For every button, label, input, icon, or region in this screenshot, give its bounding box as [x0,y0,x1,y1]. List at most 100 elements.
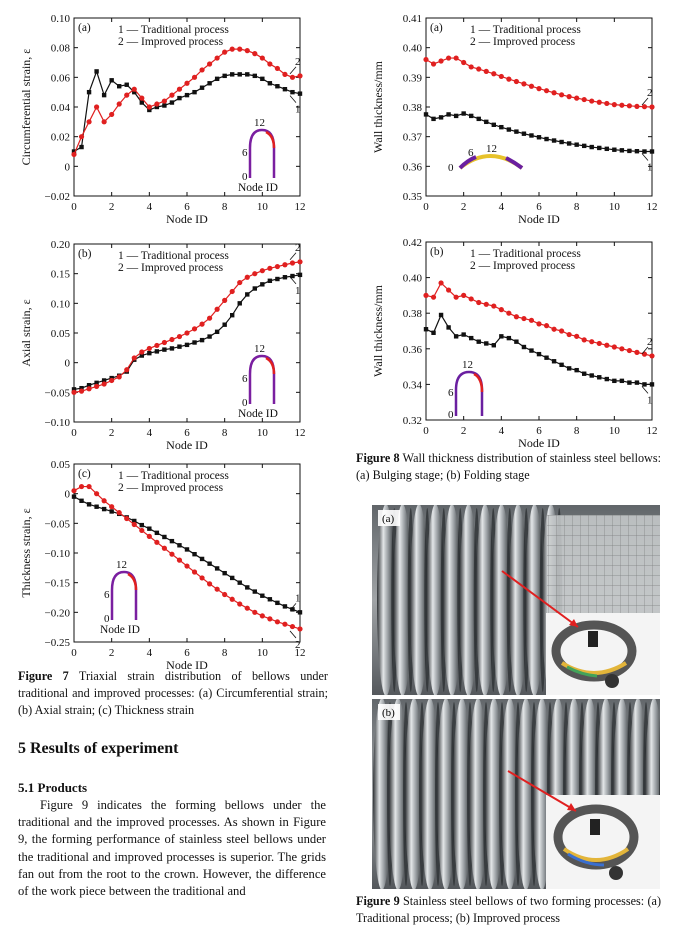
data-point [649,382,655,387]
data-point [430,294,437,300]
data-point [124,82,129,87]
figure8-caption-text: Wall thickness distribution of stainless… [356,451,661,482]
data-point [71,387,77,392]
bellows-ring [453,698,471,890]
data-point [627,148,632,154]
data-point [649,353,655,359]
figure7-caption-text: Triaxial strain distribution of bellows … [18,669,328,717]
data-point [604,146,609,152]
x-tick-label: 12 [295,201,306,213]
data-point [169,100,175,105]
data-point [282,621,288,627]
data-point [297,610,303,615]
y-tick-label: −0.05 [45,518,71,530]
series-end-label: 1 [647,162,653,174]
data-point [192,551,197,557]
data-point [154,101,160,107]
data-point [184,563,190,569]
data-point [528,317,535,323]
bellows-ring [405,698,423,890]
data-point [634,349,640,355]
data-point [634,380,640,385]
data-point [252,286,257,291]
x-axis-label: Node ID [518,212,560,226]
series-end-leader [289,66,297,75]
data-point [476,339,481,344]
data-point [431,116,436,122]
y-tick-label: 0.02 [51,132,70,144]
data-point [169,346,175,351]
data-point [498,73,504,80]
data-point [468,296,474,302]
data-point [131,86,137,92]
inset-label-6: 6 [242,147,248,159]
data-point [192,340,197,345]
inset-profile: 0 6 12 [448,143,524,174]
data-point [469,335,474,341]
data-point [176,557,183,563]
data-point [289,74,296,80]
data-point [169,336,175,343]
x-tick-label: 4 [499,425,505,437]
data-point [94,491,100,497]
data-point [423,327,429,332]
data-point [566,141,572,146]
data-point [521,315,527,322]
data-point [109,509,114,514]
inset-label-0: 0 [242,397,248,409]
data-point [154,342,160,349]
data-point [506,127,512,132]
series-end-leader [641,153,649,161]
inset-label-6: 6 [242,373,248,385]
data-point [282,262,288,268]
x-tick-label: 8 [574,201,580,213]
bellows-ring [426,504,445,696]
data-point [290,607,295,612]
y-axis-label: Axial strain, ε [19,299,33,366]
bellows-ring [485,698,503,890]
x-tick-label: 0 [423,425,429,437]
y-tick-label: 0.05 [51,459,71,471]
figure9-label: Figure 9 [356,894,400,908]
data-point [461,59,467,66]
y-tick-label: 0.32 [403,415,422,427]
data-point [289,623,296,630]
data-point [94,69,99,74]
inset-curve-highlight [265,356,276,375]
data-point [297,626,303,632]
data-point [78,483,85,490]
inset-label-12: 12 [486,143,497,155]
x-tick-label: 12 [647,425,658,437]
data-point [139,100,144,105]
data-point [642,149,647,154]
data-point [162,103,167,108]
data-point [207,315,213,321]
data-point [274,65,280,72]
data-point [230,575,235,581]
data-point [237,72,242,77]
data-point [154,349,160,354]
data-point [86,483,92,490]
data-point [139,353,144,358]
bellows-ring [517,698,535,890]
y-tick-label: −0.20 [45,607,71,619]
data-point [491,71,497,77]
data-point [169,538,175,544]
data-point [131,355,137,361]
data-point [222,570,227,576]
y-tick-label: 0.06 [51,72,71,84]
data-point [184,92,190,98]
x-tick-label: 8 [222,427,228,439]
series-end-leader [289,603,297,611]
data-point [529,133,534,138]
data-point [131,521,137,528]
data-point [237,580,242,585]
panel-label: (a) [78,22,91,34]
data-point [207,81,212,86]
data-point [79,144,84,150]
data-point [589,373,594,378]
data-point [214,306,220,312]
inset-label-node-id: Node ID [238,182,278,194]
data-point [483,301,489,307]
data-point [184,80,190,86]
